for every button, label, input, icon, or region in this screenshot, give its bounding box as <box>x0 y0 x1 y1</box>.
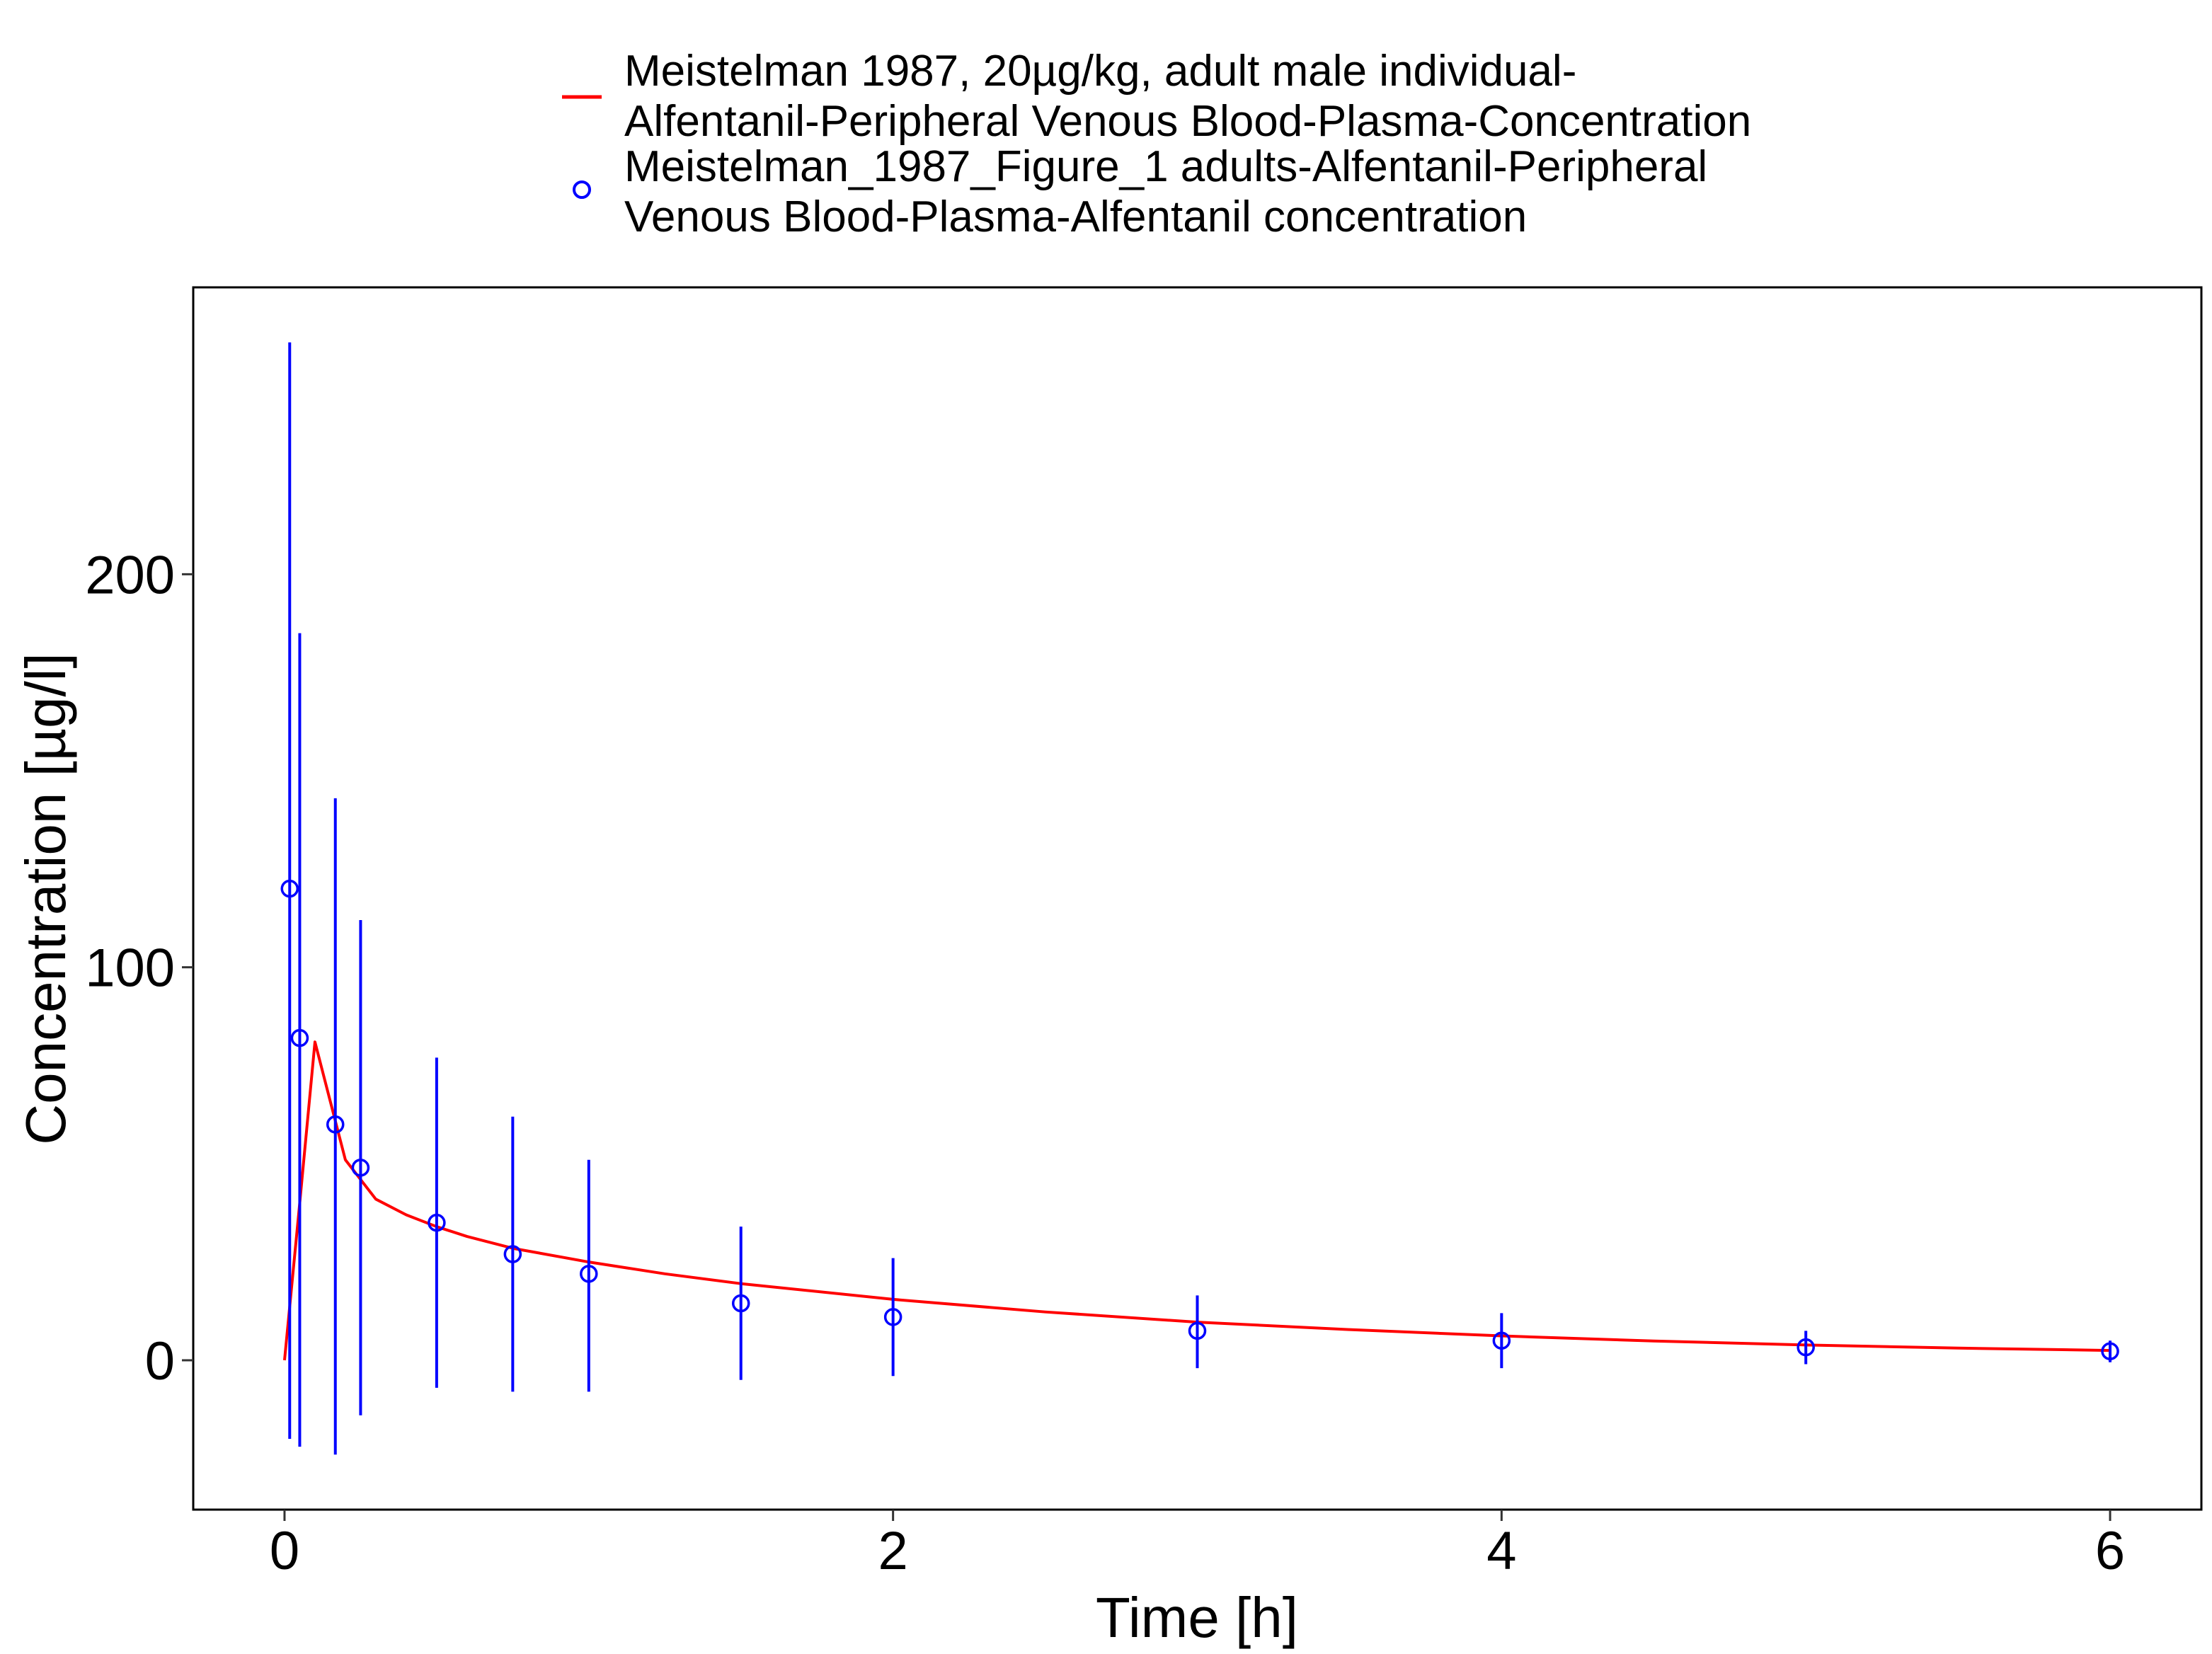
legend-line-label-2: Alfentanil-Peripheral Venous Blood-Plasm… <box>624 97 1751 146</box>
x-tick-label: 4 <box>1486 1521 1516 1581</box>
observed-point <box>1796 1338 1815 1357</box>
observed-point <box>351 1159 370 1177</box>
observed-point <box>1492 1331 1511 1350</box>
y-tick-label: 100 <box>85 938 175 999</box>
x-tick-label: 0 <box>270 1521 299 1581</box>
observed-point <box>1188 1321 1207 1340</box>
x-tick-label: 2 <box>878 1521 908 1581</box>
observed-point <box>2101 1342 2119 1360</box>
x-axis: 0 2 4 6 <box>270 1510 2125 1581</box>
observed-point <box>326 1115 345 1134</box>
observed-point <box>290 1028 309 1047</box>
x-tick-label: 6 <box>2095 1521 2125 1581</box>
series-layer <box>280 342 2119 1455</box>
observed-point <box>280 879 299 898</box>
legend-line-label-1: Meistelman 1987, 20µg/kg, adult male ind… <box>624 47 1576 96</box>
legend-point-swatch <box>573 180 591 199</box>
y-axis-title: Concentration [µg/l] <box>14 653 77 1144</box>
observed-point <box>731 1294 750 1313</box>
observed-point <box>580 1265 598 1283</box>
observed-point <box>503 1245 522 1263</box>
y-tick-label: 200 <box>85 545 175 605</box>
legend: Meistelman 1987, 20µg/kg, adult male ind… <box>562 47 1751 241</box>
legend-point-label-2: Venous Blood-Plasma-Alfentanil concentra… <box>624 193 1527 241</box>
plot-panel <box>192 286 2203 1511</box>
y-axis: 0 100 200 <box>85 545 193 1391</box>
x-axis-title: Time [h] <box>1096 1586 1298 1649</box>
observed-point <box>428 1213 446 1232</box>
observed-point <box>883 1308 902 1326</box>
legend-point-label-1: Meistelman_1987_Figure_1 adults-Alfentan… <box>624 142 1707 191</box>
y-tick-label: 0 <box>145 1331 175 1391</box>
